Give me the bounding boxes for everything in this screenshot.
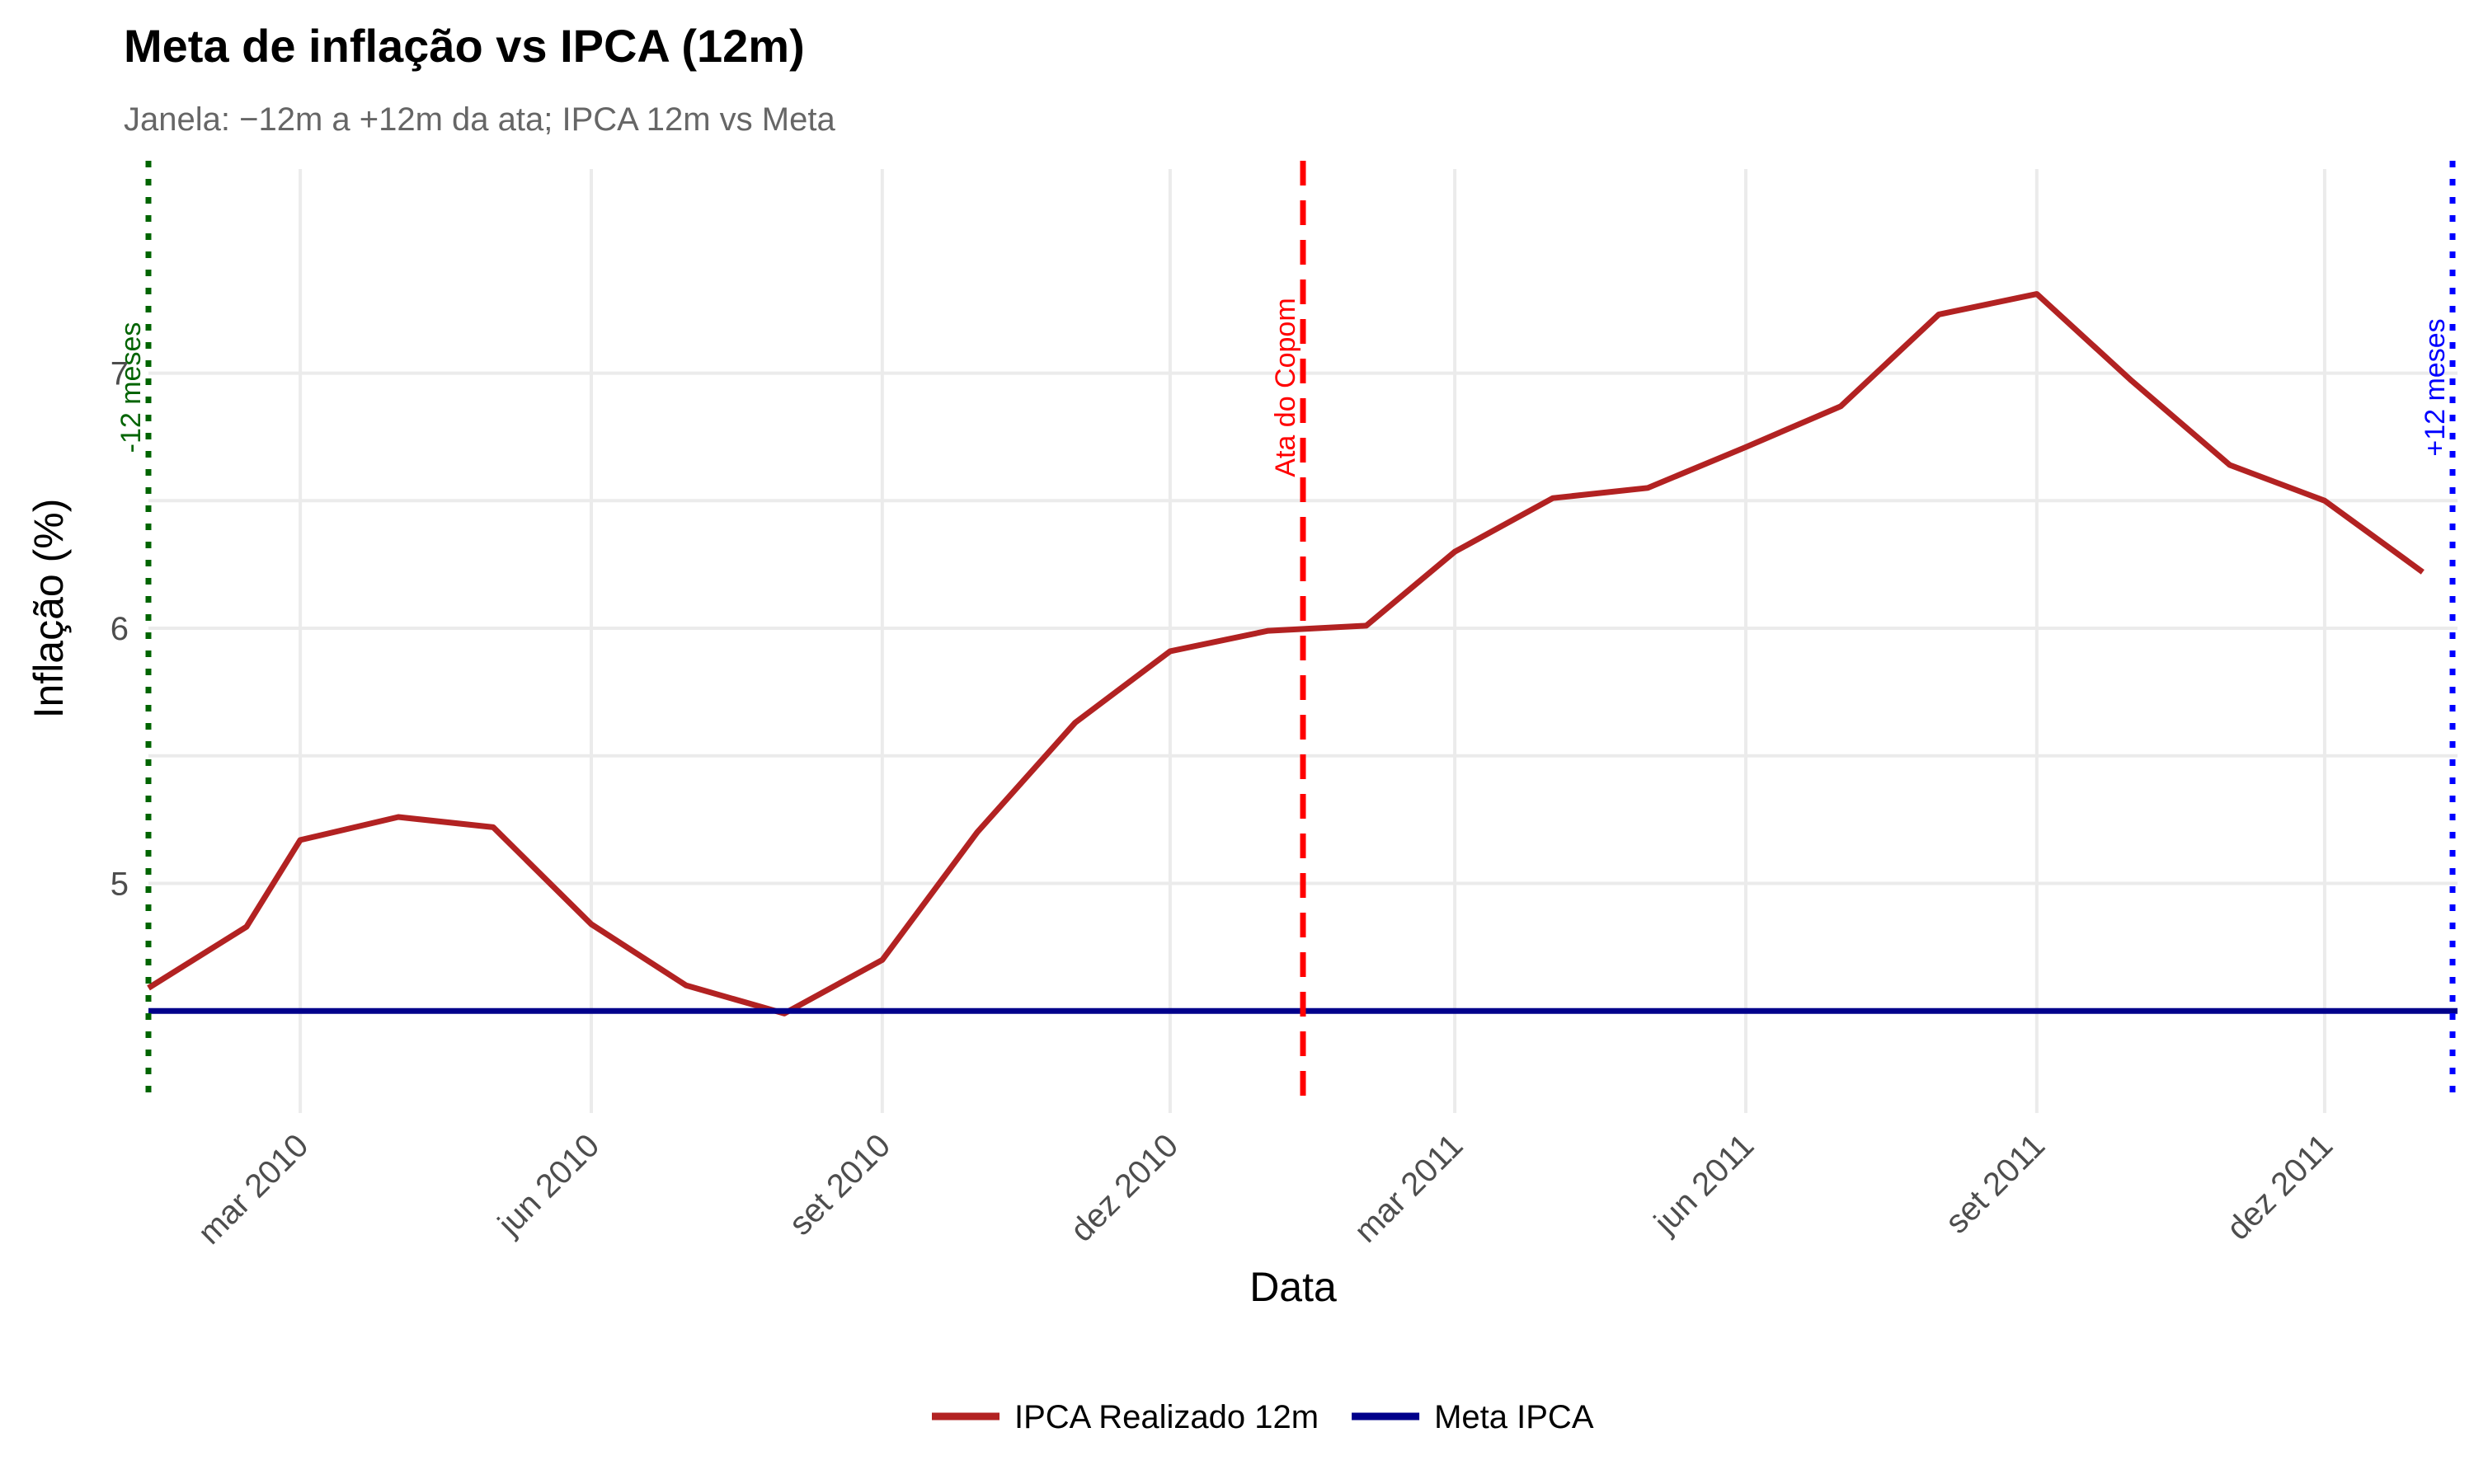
y-tick-label: 5 — [111, 866, 129, 902]
x-tick-label: set 2011 — [1939, 1127, 2053, 1241]
x-tick-label: mar 2011 — [1348, 1127, 1470, 1250]
x-tick-label: jun 2011 — [1647, 1127, 1761, 1241]
x-tick-label: set 2010 — [783, 1127, 898, 1242]
x-tick-label: jun 2010 — [491, 1127, 606, 1242]
y-tick-label: 6 — [111, 611, 129, 647]
x-tick-label: dez 2011 — [2220, 1127, 2340, 1247]
reference-line-label: +12 meses — [2420, 318, 2451, 456]
x-tick-label: mar 2010 — [191, 1127, 316, 1252]
legend: IPCA Realizado 12m Meta IPCA — [932, 1399, 1594, 1435]
x-axis-title: Data — [1249, 1264, 1337, 1310]
chart-title: Meta de inflação vs IPCA (12m) — [124, 20, 805, 72]
series-line-ipca-realizado-12m — [147, 291, 2425, 1017]
chart-subtitle: Janela: −12m a +12m da ata; IPCA 12m vs … — [124, 101, 835, 138]
x-tick-label: dez 2010 — [1064, 1127, 1185, 1248]
legend-label: Meta IPCA — [1434, 1399, 1594, 1435]
reference-lines: -12 meses Ata do Copom +12 meses — [115, 161, 2456, 1097]
y-tick-label: 7 — [111, 356, 129, 392]
y-axis-title: Inflação (%) — [26, 499, 72, 719]
reference-line-label: -12 meses — [115, 322, 147, 453]
reference-line-label: Ata do Copom — [1270, 298, 1301, 477]
legend-label: IPCA Realizado 12m — [1014, 1399, 1319, 1435]
axis-ticks: 5 6 7 mar 2010 jun 2010 set 2010 dez 2010 mar 2… — [111, 356, 2340, 1252]
